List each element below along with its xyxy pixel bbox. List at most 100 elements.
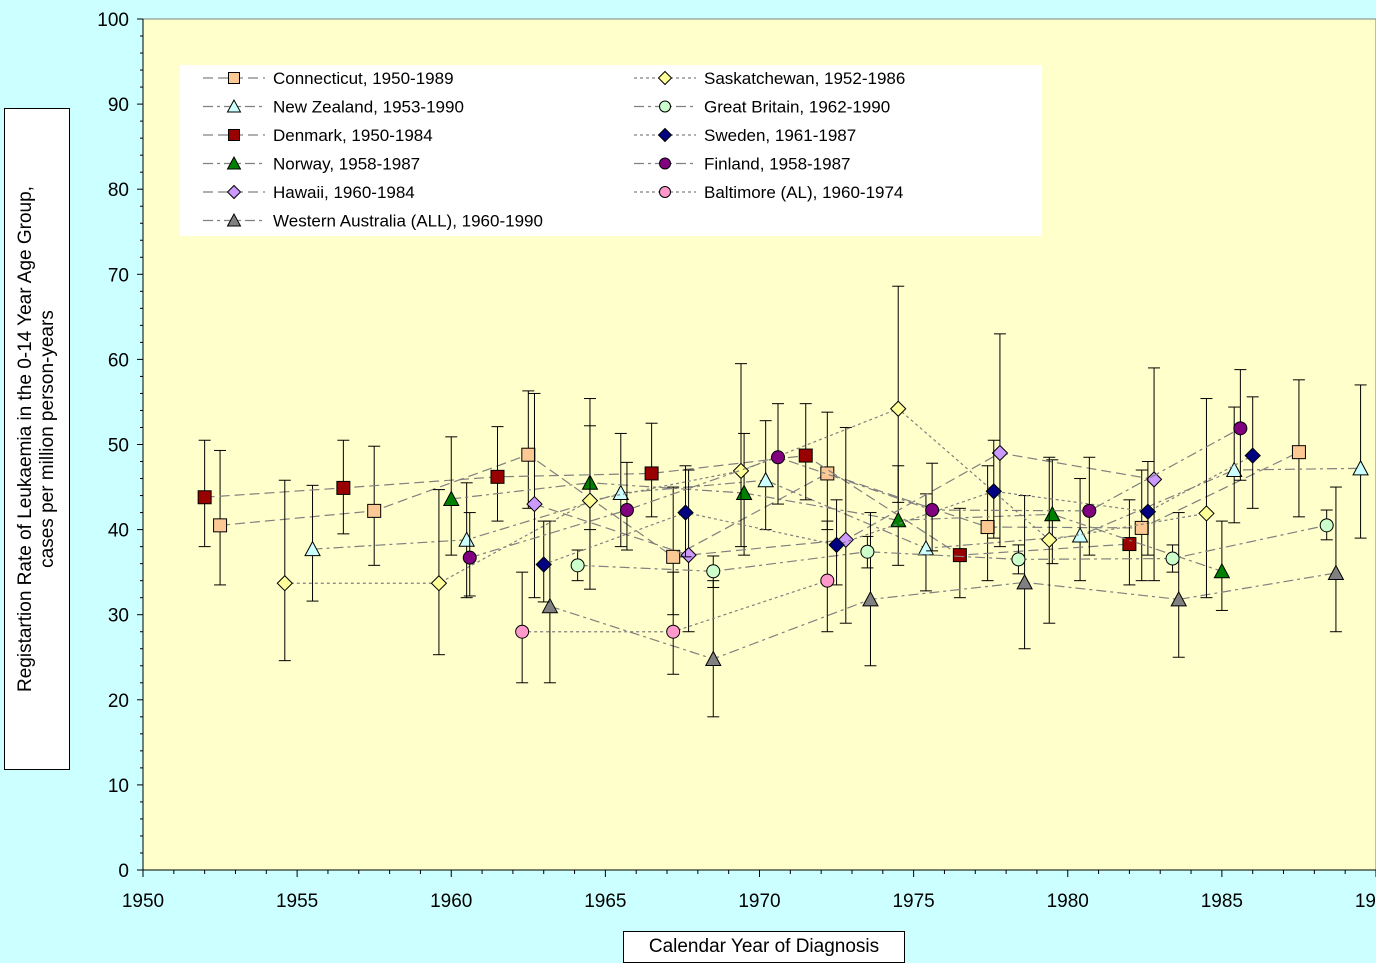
y-tick-label: 90: [108, 95, 129, 116]
data-point: [541, 597, 559, 614]
data-point: [526, 495, 543, 513]
data-point: [980, 520, 995, 535]
legend-box: [180, 65, 1042, 236]
data-point: [442, 490, 460, 506]
legend-label: New Zealand, 1953-1990: [273, 98, 464, 117]
legend-label: Sweden, 1961-1987: [704, 126, 856, 145]
series-group: [526, 333, 1163, 633]
legend-marker: [659, 100, 671, 113]
legend-label: Hawaii, 1960-1984: [273, 183, 415, 202]
data-point: [1044, 505, 1061, 522]
legend-label: Saskatchewan, 1952-1986: [704, 69, 905, 88]
series-group: [442, 425, 1231, 611]
x-tick-label: 1980: [1047, 891, 1089, 912]
data-point: [798, 448, 813, 463]
legend-marker: [226, 212, 242, 227]
data-point: [1233, 421, 1248, 436]
data-point: [952, 548, 967, 563]
series-layer: [197, 285, 1369, 718]
series-line: [469, 427, 1241, 559]
data-point: [677, 504, 694, 521]
data-point: [276, 575, 294, 592]
legend-marker: [659, 186, 671, 198]
data-point: [1244, 447, 1261, 464]
data-point: [1041, 531, 1058, 549]
axes: 0 10 20 30 40 50 60 70 80 90 100 1950 1955 1960 1965 19…: [97, 10, 1376, 912]
data-point: [1352, 459, 1369, 476]
legend-marker: [659, 157, 671, 170]
data-point: [197, 490, 212, 505]
x-tick-label: 1955: [276, 891, 318, 912]
data-point: [1139, 503, 1157, 520]
data-point: [490, 469, 505, 484]
x-tick-label: 1965: [584, 891, 626, 912]
data-point: [1082, 503, 1097, 518]
y-tick-label: 60: [108, 350, 129, 371]
series-group: [515, 520, 835, 684]
legend-label: Western Australia (ALL), 1960-1990: [273, 212, 543, 231]
data-point: [862, 590, 879, 607]
data-point: [1011, 552, 1026, 567]
legend-label: Great Britain, 1962-1990: [704, 98, 890, 117]
legend-marker: [226, 98, 242, 113]
series-line: [220, 451, 1300, 558]
data-point: [458, 531, 475, 547]
data-point: [985, 483, 1002, 500]
series-group: [462, 369, 1248, 597]
data-point: [462, 550, 477, 565]
legend-marker: [226, 184, 242, 200]
data-point: [860, 544, 875, 559]
data-point: [666, 624, 681, 639]
data-point: [828, 536, 845, 554]
data-point: [1145, 471, 1163, 488]
data-point: [570, 558, 585, 573]
legend-marker: [226, 155, 242, 170]
data-point: [1291, 445, 1306, 460]
x-tick-label: 1990: [1355, 891, 1376, 912]
data-point: [732, 462, 750, 480]
data-point: [367, 503, 382, 518]
legend-marker: [228, 72, 240, 84]
data-point: [1319, 518, 1334, 533]
data-point: [820, 466, 835, 481]
data-point: [619, 503, 634, 518]
series-group: [535, 396, 1261, 603]
y-tick-label: 50: [108, 436, 129, 457]
data-point: [890, 400, 907, 417]
x-tick-label: 1985: [1201, 891, 1243, 912]
series-group: [541, 486, 1345, 718]
data-point: [704, 650, 722, 666]
legend-marker: [228, 129, 240, 141]
data-point: [430, 575, 448, 592]
y-tick-label: 10: [108, 776, 129, 797]
y-axis-title: Registartion Rate of Leukaemia in the 0-…: [4, 108, 70, 770]
data-point: [644, 466, 659, 481]
series-line: [451, 482, 1223, 572]
y-axis-title-line-1: Registartion Rate of Leukaemia in the 0-…: [15, 186, 36, 692]
data-point: [515, 624, 530, 639]
data-point: [304, 540, 321, 557]
data-point: [991, 444, 1009, 462]
data-point: [1170, 590, 1188, 607]
y-tick-label: 30: [108, 606, 129, 627]
legend: Connecticut, 1950-1989 New Zealand, 1953-…: [180, 65, 1042, 236]
data-point: [680, 546, 697, 564]
series-line: [549, 572, 1337, 660]
data-point: [1134, 520, 1149, 535]
x-tick-label: 1960: [430, 891, 472, 912]
x-axis-title: Calendar Year of Diagnosis: [623, 931, 905, 963]
data-point: [521, 447, 536, 462]
series-group: [213, 379, 1306, 616]
data-point: [1016, 573, 1033, 590]
data-point: [757, 471, 775, 488]
data-point: [612, 484, 630, 501]
y-tick-label: 40: [108, 521, 129, 542]
legend-label: Connecticut, 1950-1989: [273, 69, 454, 88]
y-tick-label: 20: [108, 691, 129, 712]
y-tick-label: 80: [108, 180, 129, 201]
series-group: [197, 403, 1137, 599]
x-tick-label: 1950: [122, 891, 164, 912]
data-point: [1165, 551, 1180, 566]
legend-label: Baltimore (AL), 1960-1974: [704, 183, 903, 202]
